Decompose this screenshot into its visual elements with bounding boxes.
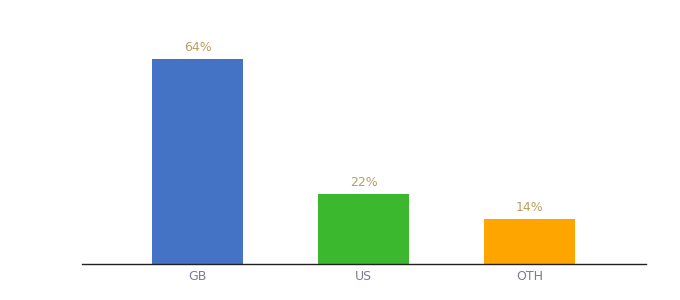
Text: 22%: 22% — [350, 176, 377, 189]
Bar — [484, 219, 575, 264]
Text: 64%: 64% — [184, 41, 211, 54]
Bar — [152, 59, 243, 264]
Text: 14%: 14% — [516, 201, 544, 214]
Bar — [318, 194, 409, 264]
